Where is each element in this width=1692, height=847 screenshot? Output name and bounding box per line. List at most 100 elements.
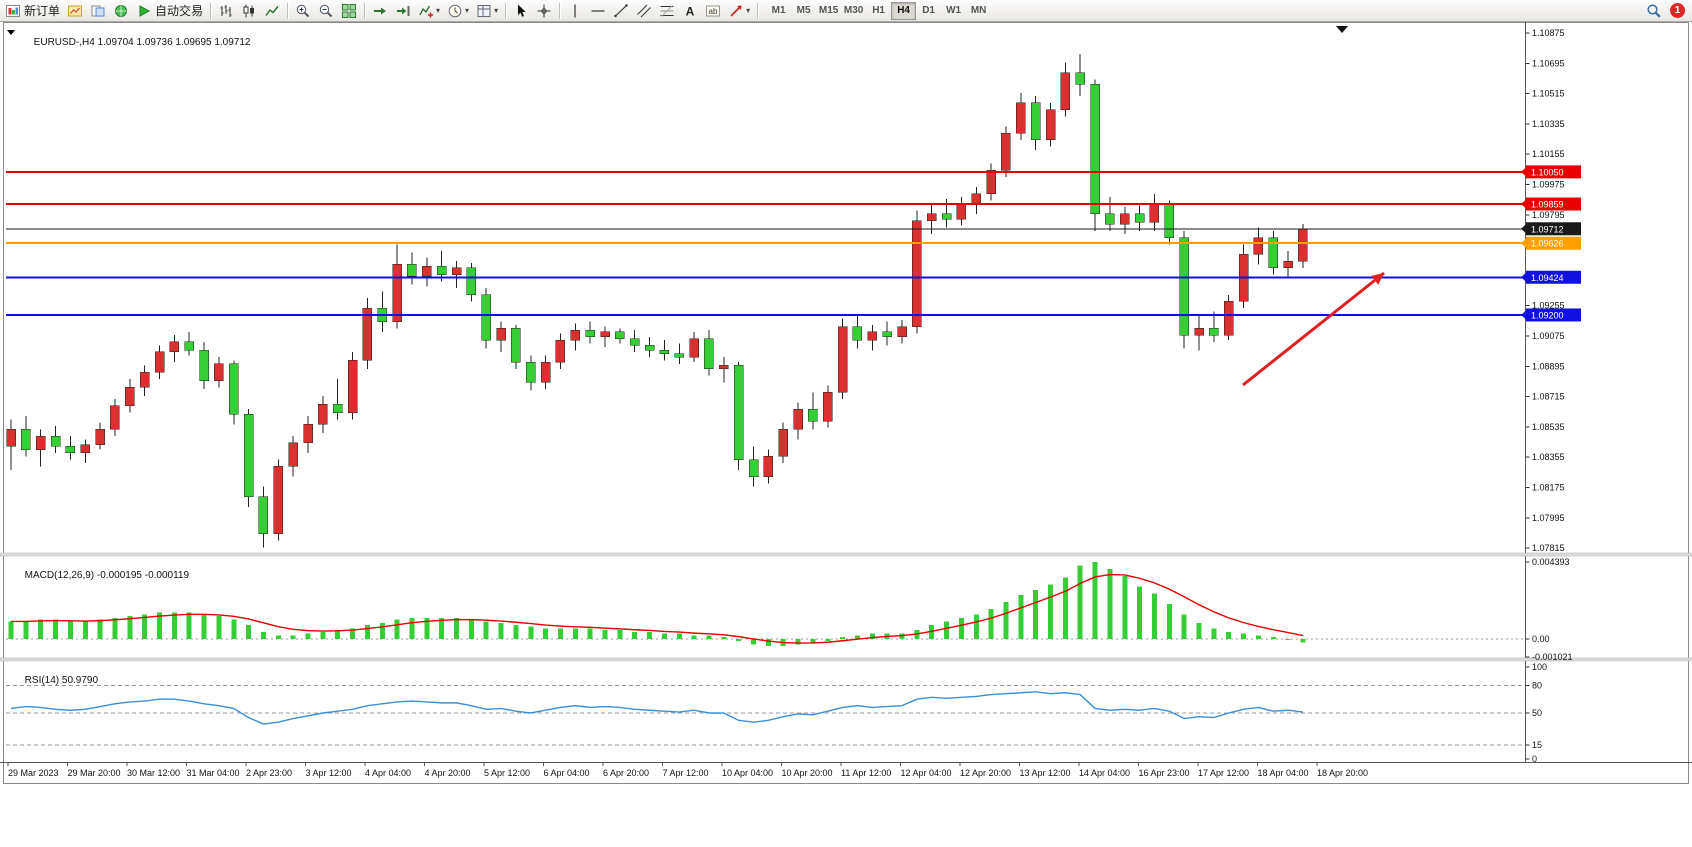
- timeframe-h1-button[interactable]: H1: [866, 2, 891, 20]
- arrows-button[interactable]: ▾: [725, 1, 753, 21]
- zoom-out-button[interactable]: [315, 1, 337, 21]
- time-axis-label[interactable]: 7 Apr 12:00: [663, 768, 709, 778]
- price-axis-label: 1.09795: [1532, 210, 1565, 220]
- time-axis-label[interactable]: 31 Mar 04:00: [187, 768, 240, 778]
- crosshair-button[interactable]: [533, 1, 555, 21]
- bar-chart-button[interactable]: [215, 1, 237, 21]
- macd-bar: [795, 639, 801, 645]
- macd-panel-title: MACD(12,26,9) -0.000195 -0.000119: [8, 559, 189, 592]
- macd-bar: [409, 617, 415, 639]
- candle-bear: [659, 350, 670, 354]
- timeframe-m30-button[interactable]: M30: [841, 2, 866, 20]
- line-chart-button[interactable]: [261, 1, 283, 21]
- time-axis-label[interactable]: 4 Apr 04:00: [365, 768, 411, 778]
- time-axis-label[interactable]: 18 Apr 20:00: [1317, 768, 1368, 778]
- time-axis-label[interactable]: 12 Apr 20:00: [960, 768, 1011, 778]
- candle-bear: [526, 361, 536, 383]
- indicators-button[interactable]: ▾: [415, 1, 443, 21]
- candle-bull: [1283, 260, 1293, 269]
- time-axis-label[interactable]: 2 Apr 23:00: [246, 768, 292, 778]
- timeframe-m15-button[interactable]: M15: [816, 2, 841, 20]
- time-axis-label[interactable]: 29 Mar 20:00: [68, 768, 121, 778]
- candle-bull: [793, 408, 803, 430]
- candle-bull: [392, 264, 402, 322]
- panel-divider[interactable]: [0, 657, 1692, 662]
- marker-triangle[interactable]: [1336, 26, 1348, 33]
- toolbar-separator: [287, 2, 289, 19]
- timeframe-d1-button[interactable]: D1: [916, 2, 941, 20]
- chart-window-button[interactable]: [64, 1, 86, 21]
- trendline-button[interactable]: [610, 1, 632, 21]
- profiles-button[interactable]: [87, 1, 109, 21]
- hline-objects: [6, 170, 1523, 316]
- chart-menu-icon[interactable]: [7, 30, 15, 35]
- new-order-button[interactable]: 新订单: [2, 1, 63, 21]
- time-axis-label[interactable]: 16 Apr 23:00: [1139, 768, 1190, 778]
- equidistant-channel-button[interactable]: [633, 1, 655, 21]
- candle-bull: [80, 444, 90, 454]
- time-axis-label[interactable]: 10 Apr 04:00: [722, 768, 773, 778]
- price-axis-label: 1.10515: [1532, 89, 1565, 99]
- auto-scroll-button[interactable]: [369, 1, 391, 21]
- time-axis-label[interactable]: 18 Apr 04:00: [1258, 768, 1309, 778]
- macd-bar: [201, 614, 207, 639]
- rsi-axis-label: 15: [1532, 740, 1542, 750]
- timeframe-m1-button[interactable]: M1: [766, 2, 791, 20]
- macd-bar: [53, 619, 59, 639]
- vertical-line-button[interactable]: [564, 1, 586, 21]
- periods-button[interactable]: ▾: [444, 1, 472, 21]
- candle-bull: [897, 326, 907, 338]
- time-axis-label[interactable]: 6 Apr 04:00: [544, 768, 590, 778]
- time-axis-label[interactable]: 11 Apr 12:00: [841, 768, 891, 778]
- time-axis-label[interactable]: 3 Apr 12:00: [306, 768, 352, 778]
- time-axis-label[interactable]: 10 Apr 20:00: [782, 768, 833, 778]
- macd-bar: [454, 617, 459, 639]
- candle-bear: [674, 353, 684, 358]
- tile-windows-button[interactable]: [338, 1, 360, 21]
- time-axis-label[interactable]: 4 Apr 20:00: [425, 768, 471, 778]
- candle-bear: [1075, 72, 1085, 85]
- time-axis-label[interactable]: 12 Apr 04:00: [901, 768, 952, 778]
- zoom-in-button[interactable]: [292, 1, 314, 21]
- templates-button[interactable]: ▾: [473, 1, 501, 21]
- data-window-button[interactable]: [110, 1, 132, 21]
- time-axis-label[interactable]: 13 Apr 12:00: [1020, 768, 1071, 778]
- timeframe-m5-button[interactable]: M5: [791, 2, 816, 20]
- arrows-icon: [730, 5, 742, 17]
- timeframe-h4-button[interactable]: H4: [891, 1, 917, 20]
- time-axis-label[interactable]: 29 Mar 2023: [8, 768, 59, 778]
- candle-bull: [1149, 203, 1160, 223]
- macd-bar: [305, 633, 311, 639]
- macd-bar: [587, 628, 593, 639]
- timeframe-mn-button[interactable]: MN: [966, 2, 991, 20]
- zoom-in-icon: [296, 4, 310, 17]
- notification-badge[interactable]: 1: [1670, 3, 1685, 18]
- cursor-button[interactable]: [510, 1, 532, 21]
- time-axis-label[interactable]: 6 Apr 20:00: [603, 768, 649, 778]
- price-axis-label: 1.08175: [1532, 483, 1565, 493]
- auto-scroll-icon: [374, 7, 387, 14]
- time-axis-label[interactable]: 14 Apr 04:00: [1079, 768, 1130, 778]
- time-axis-label[interactable]: 30 Mar 12:00: [127, 768, 180, 778]
- candle-bear: [65, 446, 76, 454]
- periods-icon: [448, 4, 462, 17]
- trend-arrow-object[interactable]: [1242, 271, 1385, 387]
- candle-bull: [570, 329, 581, 341]
- candlestick-chart-button[interactable]: [238, 1, 260, 21]
- search-button[interactable]: [1643, 1, 1665, 21]
- macd-bar: [513, 624, 519, 639]
- time-axis-label[interactable]: 17 Apr 12:00: [1198, 768, 1249, 778]
- time-axis-label[interactable]: 5 Apr 12:00: [484, 768, 530, 778]
- timeframe-w1-button[interactable]: W1: [941, 2, 966, 20]
- auto-trading-button[interactable]: 自动交易: [133, 1, 206, 21]
- fibonacci-button[interactable]: [656, 1, 678, 21]
- text-button[interactable]: A: [679, 1, 701, 21]
- chart-canvas[interactable]: 1.10875 1.10695 1.10515 1.10335 1.10155 1.099…: [0, 22, 1692, 785]
- text-label-button[interactable]: ab: [702, 1, 724, 21]
- horizontal-line-button[interactable]: [587, 1, 609, 21]
- macd-bar: [825, 639, 831, 641]
- chart-shift-button[interactable]: [392, 1, 414, 21]
- price-axis-label: 1.08535: [1532, 422, 1565, 432]
- panel-divider[interactable]: [0, 552, 1692, 557]
- candle-bull: [719, 365, 729, 370]
